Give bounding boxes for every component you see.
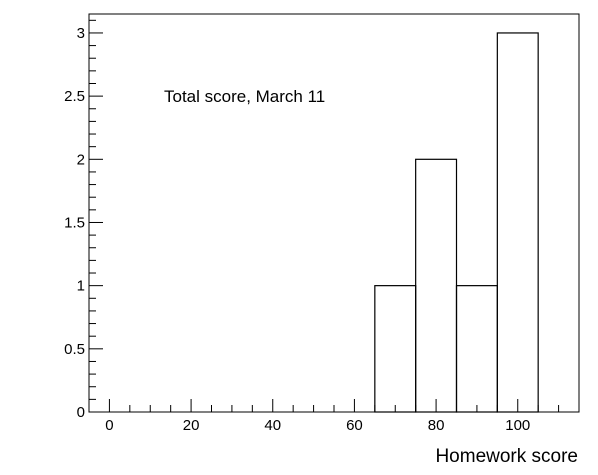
x-tick-label: 20 — [183, 417, 200, 434]
histogram-bars — [374, 32, 539, 413]
histogram-bar — [455, 285, 498, 413]
y-tick-label: 0.5 — [64, 341, 85, 358]
y-tick-label: 2.5 — [64, 88, 85, 105]
histogram-bar — [415, 158, 458, 413]
x-tick-label: 80 — [428, 417, 445, 434]
x-axis-title: Homework score — [435, 446, 578, 467]
y-tick-label: 0 — [77, 404, 85, 421]
x-tick-label: 60 — [346, 417, 363, 434]
y-tick-label: 2 — [77, 151, 85, 168]
chart-annotation: Total score, March 11 — [164, 87, 325, 106]
y-tick-label: 1 — [77, 278, 85, 295]
x-tick-label: 0 — [105, 417, 113, 434]
y-axis-ticks: 0 0.5 1 1.5 2 2.5 3 — [64, 19, 103, 421]
x-axis-ticks: 0 20 40 60 80 100 — [105, 399, 560, 434]
y-tick-label: 3 — [77, 25, 85, 42]
x-tick-label: 100 — [505, 417, 530, 434]
histogram-bar — [496, 32, 539, 413]
histogram-bar — [374, 285, 417, 413]
x-tick-label: 40 — [264, 417, 281, 434]
plot-frame — [88, 13, 580, 413]
y-tick-label: 1.5 — [64, 214, 85, 231]
